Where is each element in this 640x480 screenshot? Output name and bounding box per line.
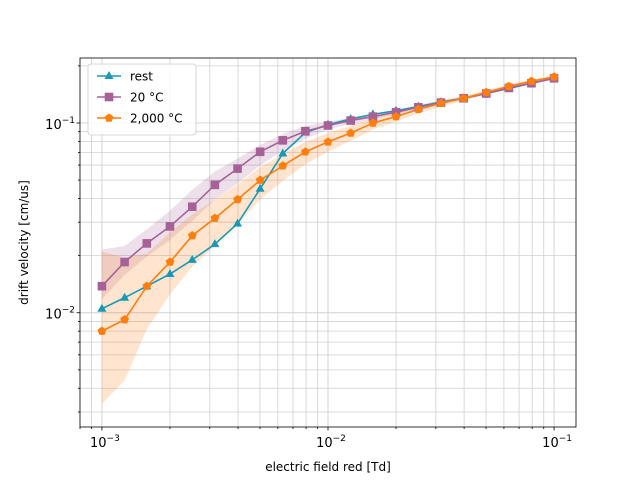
x-tick-label: 10−3	[90, 434, 120, 451]
data-point-series-2	[210, 213, 220, 222]
data-point-series-2	[278, 161, 288, 170]
axis-ticks: 10−3 10−2 10−1 10−2 10−1	[45, 65, 572, 451]
data-point-series-0	[210, 239, 220, 248]
data-point-series-1	[346, 116, 355, 125]
legend-marker-0	[104, 71, 114, 79]
data-point-series-2	[436, 98, 446, 107]
data-point-series-1	[301, 126, 310, 136]
data-point-series-2	[481, 87, 491, 97]
y-axis-label: drift velocity [cm/us]	[17, 180, 31, 305]
data-point-series-2	[97, 326, 107, 335]
data-point-series-2	[549, 72, 559, 81]
series-markers	[97, 72, 559, 335]
data-point-series-2	[527, 76, 536, 85]
data-point-series-2	[346, 128, 356, 137]
data-point-series-2	[187, 231, 197, 240]
y-tick-label: 10−2	[45, 306, 75, 323]
data-point-series-1	[97, 281, 107, 291]
legend-label-2: 2,000 °C	[130, 112, 183, 126]
data-point-series-2	[300, 147, 310, 156]
data-point-series-2	[233, 194, 242, 204]
y-tick-label: 10−1	[45, 116, 75, 133]
data-point-series-1	[278, 136, 288, 145]
legend-marker-2	[104, 113, 114, 122]
data-point-series-1	[187, 202, 197, 212]
data-point-series-2	[413, 104, 423, 114]
legend-marker-1	[104, 92, 114, 102]
data-point-series-2	[255, 175, 265, 184]
data-point-series-1	[142, 239, 152, 248]
data-point-series-0	[120, 292, 130, 301]
data-point-series-0	[278, 148, 288, 157]
data-point-series-2	[142, 281, 152, 290]
data-point-series-1	[368, 112, 378, 121]
data-point-series-2	[368, 118, 378, 127]
data-point-series-2	[504, 81, 514, 91]
data-point-series-0	[233, 218, 243, 227]
data-point-series-0	[187, 254, 197, 263]
data-point-series-2	[323, 137, 333, 146]
data-point-series-1	[210, 180, 220, 190]
x-tick-label: 10−1	[542, 434, 572, 451]
data-point-series-0	[165, 269, 175, 278]
data-point-series-0	[255, 183, 265, 192]
data-point-series-2	[391, 112, 401, 121]
legend-label-1: 20 °C	[130, 91, 163, 105]
data-point-series-1	[120, 257, 129, 267]
data-point-series-1	[255, 147, 265, 157]
data-point-series-2	[165, 257, 175, 266]
x-tick-label: 10−2	[316, 434, 346, 451]
data-point-series-2	[459, 93, 468, 102]
data-point-series-1	[233, 164, 242, 173]
data-point-series-1	[165, 222, 175, 231]
data-point-series-2	[120, 315, 129, 324]
legend: rest 20 °C 2,000 °C	[87, 63, 197, 136]
legend-label-0: rest	[130, 70, 153, 84]
data-point-series-1	[323, 121, 333, 130]
x-axis-label: electric field red [Td]	[265, 460, 391, 474]
data-point-series-0	[97, 303, 107, 312]
